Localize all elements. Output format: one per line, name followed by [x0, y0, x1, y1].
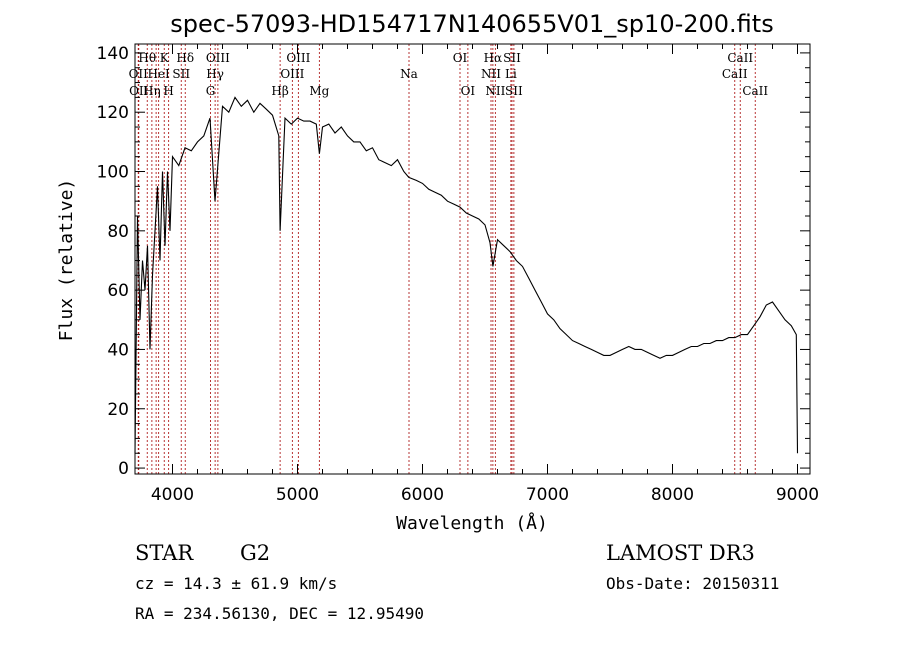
line-marker-label: NII — [481, 67, 501, 81]
line-marker-label: Hθ — [138, 51, 156, 65]
y-tick-label: 0 — [118, 459, 129, 479]
x-tick-label: 8000 — [651, 485, 694, 505]
line-marker-label: OIII — [206, 51, 230, 65]
coordinates-readout: RA = 234.56130, DEC = 12.95490 — [135, 604, 424, 623]
line-marker-label: Hη — [143, 84, 161, 98]
y-axis-ticks: 0 20 40 60 80 100 120 140 — [97, 44, 810, 479]
line-marker-label: Mg — [309, 84, 329, 98]
x-tick-label: 5000 — [276, 485, 319, 505]
survey-name: LAMOST DR3 — [606, 541, 755, 565]
x-tick-label: 9000 — [776, 485, 819, 505]
emission-line-labels: OII OII Hθ Hη HeI K H SII Hδ G Hγ OIII Hβ OIII OIII Mg N… — [129, 51, 769, 98]
line-marker-label: OIII — [286, 51, 310, 65]
observation-date: Obs-Date: 20150311 — [606, 574, 779, 593]
line-marker-label: SII — [505, 84, 523, 98]
line-marker-label: OI — [453, 51, 468, 65]
line-marker-label: HeI — [147, 67, 170, 81]
line-marker-label: CaII — [727, 51, 753, 65]
x-tick-label: 6000 — [401, 485, 444, 505]
y-tick-label: 60 — [107, 281, 129, 301]
line-marker-label: Li — [505, 67, 517, 81]
x-tick-label: 7000 — [526, 485, 569, 505]
line-marker-label: H — [163, 84, 173, 98]
plot-frame — [134, 43, 811, 475]
object-subclass: G2 — [240, 541, 270, 565]
line-marker-label: Na — [400, 67, 418, 81]
spectrum-line — [134, 96, 799, 454]
line-marker-label: OII — [129, 84, 149, 98]
y-axis-label: Flux (relative) — [56, 179, 77, 342]
x-tick-label: 4000 — [151, 485, 194, 505]
line-marker-label: SII — [503, 51, 521, 65]
y-tick-label: 80 — [107, 222, 129, 242]
y-tick-label: 20 — [107, 400, 129, 420]
line-marker-label: Hβ — [271, 84, 288, 98]
line-marker-label: CaII — [722, 67, 748, 81]
chart-title: spec-57093-HD154717N140655V01_sp10-200.f… — [170, 10, 773, 38]
line-marker-label: Hδ — [176, 51, 194, 65]
line-marker-label: OIII — [280, 67, 304, 81]
line-marker-label: OII — [129, 67, 149, 81]
line-marker-label: SII — [172, 67, 190, 81]
line-marker-label: OI — [461, 84, 476, 98]
y-tick-label: 140 — [97, 44, 129, 64]
line-marker-label: NII — [485, 84, 505, 98]
redshift-readout: cz = 14.3 ± 61.9 km/s — [135, 574, 337, 593]
line-marker-label: K — [160, 51, 170, 65]
y-tick-label: 40 — [107, 340, 129, 360]
line-marker-label: CaII — [742, 84, 768, 98]
x-axis-label: Wavelength (Å) — [396, 512, 548, 534]
line-marker-label: Hα — [484, 51, 503, 65]
y-tick-label: 100 — [97, 163, 129, 183]
x-axis-ticks: 4000 5000 6000 7000 8000 9000 — [151, 44, 819, 505]
line-marker-label: Hγ — [206, 67, 224, 81]
y-tick-label: 120 — [97, 103, 129, 123]
object-class: STAR — [135, 541, 194, 565]
line-marker-label: G — [206, 84, 216, 98]
